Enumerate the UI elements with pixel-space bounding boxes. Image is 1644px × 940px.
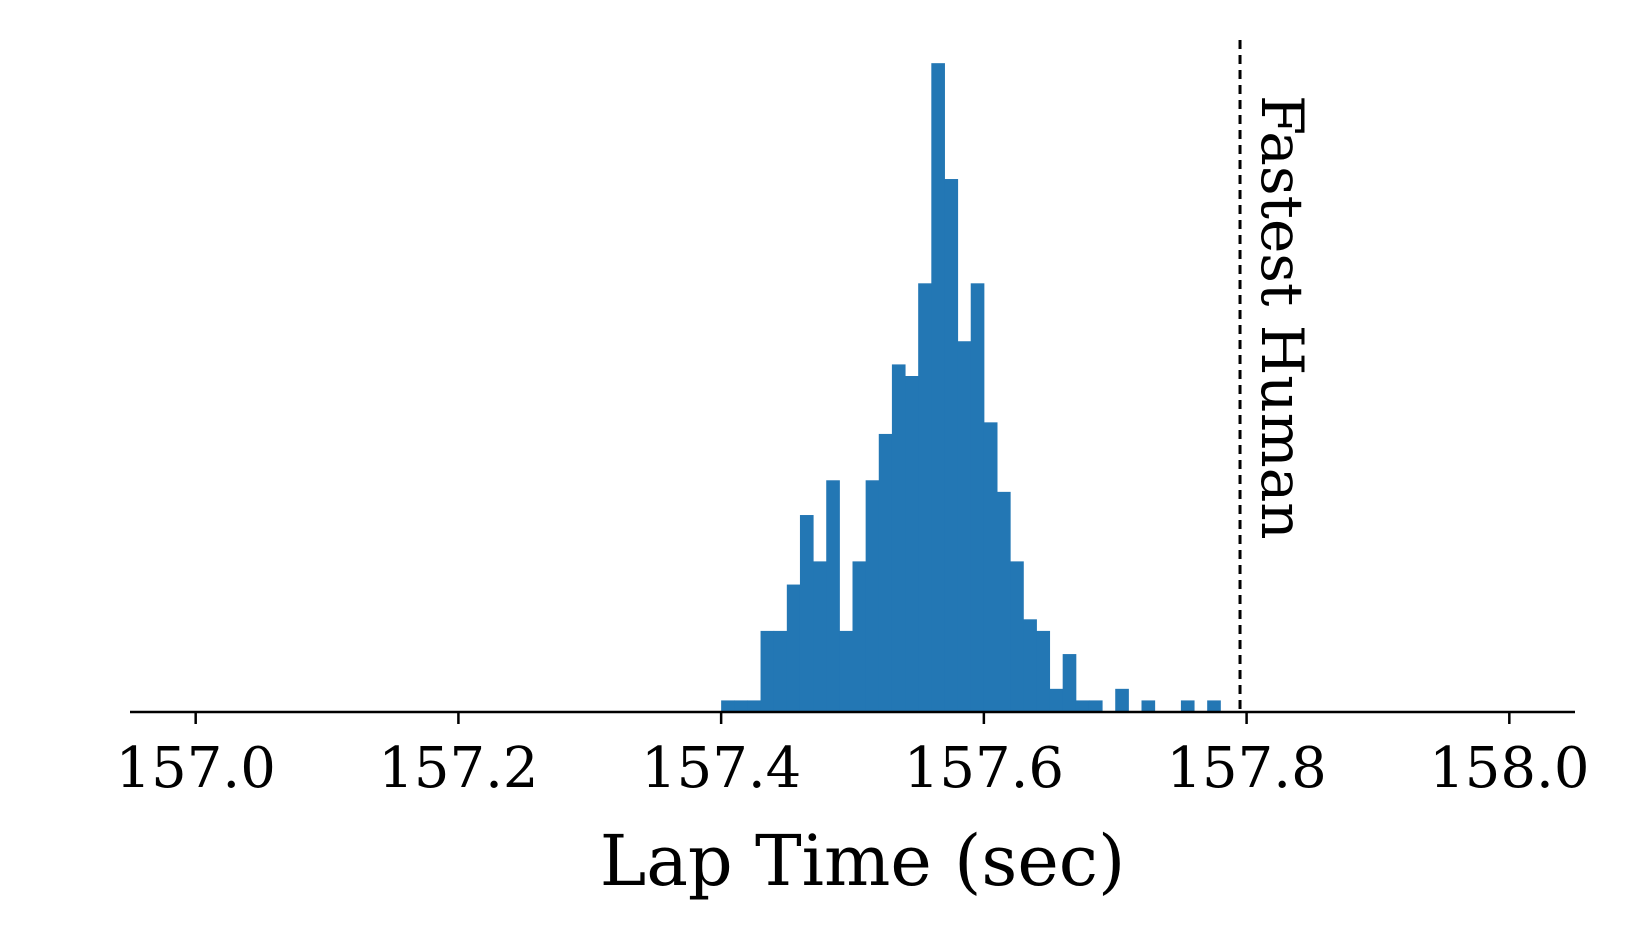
histogram-bar: [1036, 630, 1051, 712]
histogram-bar: [865, 480, 880, 712]
histogram-bar: [799, 515, 814, 712]
histogram-bar: [970, 283, 985, 712]
histogram-bar: [1115, 688, 1129, 712]
histogram-bar: [905, 376, 919, 712]
x-axis: 157.0 157.2 157.4 157.6 157.8 158.0: [116, 710, 1589, 801]
histogram-bar: [983, 422, 998, 712]
x-tick-label: 157.2: [378, 736, 538, 801]
histogram-bar: [1075, 700, 1090, 712]
histogram-bar: [786, 584, 801, 712]
histogram-bar: [1010, 561, 1024, 712]
x-tick-label: 157.8: [1166, 736, 1326, 801]
x-tick-label: 157.0: [116, 736, 276, 801]
histogram-bar: [760, 630, 775, 712]
x-tick-label: 157.6: [904, 736, 1064, 801]
histogram-bar: [721, 700, 735, 712]
histogram-bar: [1049, 688, 1064, 712]
x-axis-label: Lap Time (sec): [600, 820, 1126, 902]
histogram-bar: [747, 700, 762, 712]
histogram-bar: [957, 341, 972, 712]
x-tick-label: 158.0: [1429, 736, 1589, 801]
bars-layer: [721, 63, 1221, 713]
histogram-bar: [944, 179, 959, 712]
histogram-bar: [1062, 654, 1077, 712]
fastest-human-label: Fastest Human: [1248, 95, 1316, 540]
histogram-bar: [852, 561, 867, 712]
histogram-bar: [839, 630, 853, 712]
histogram-bar: [918, 283, 932, 712]
histogram-bar: [1141, 700, 1156, 712]
histogram-bar: [997, 491, 1011, 712]
histogram-bar: [1180, 700, 1195, 712]
histogram-bar: [734, 700, 748, 712]
reference-line-layer: Fastest Human: [1238, 40, 1316, 712]
x-tick-label: 157.4: [641, 736, 801, 801]
histogram-bar: [891, 364, 906, 712]
histogram-bar: [826, 480, 840, 712]
histogram-bar: [813, 561, 827, 712]
histogram-bar: [931, 63, 945, 713]
histogram-bar: [773, 630, 788, 712]
histogram-bar: [1207, 700, 1221, 712]
histogram-bar: [1088, 700, 1103, 712]
histogram-bar: [1023, 619, 1037, 712]
histogram-bar: [878, 433, 893, 712]
